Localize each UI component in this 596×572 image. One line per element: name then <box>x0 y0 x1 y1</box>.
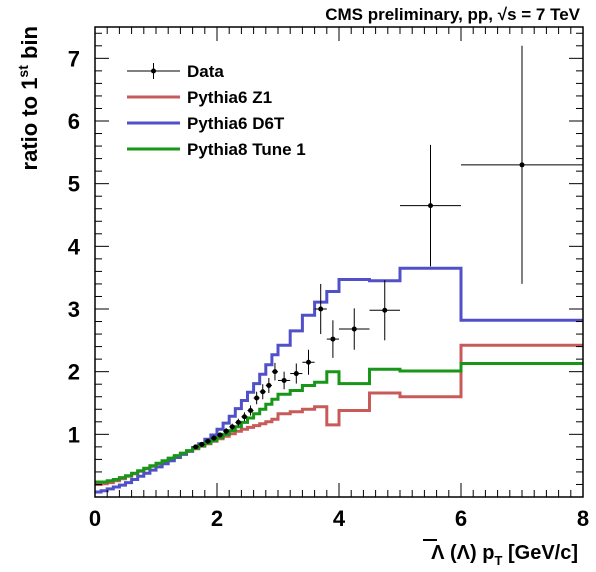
data-marker <box>235 419 241 425</box>
data-marker <box>272 369 278 375</box>
data-point <box>241 412 248 422</box>
x-tick-label: 4 <box>333 506 346 531</box>
y-tick-label: 4 <box>68 234 81 259</box>
data-marker <box>330 336 336 342</box>
legend-entry: Pythia6 Z1 <box>127 88 272 107</box>
data-marker <box>205 438 211 444</box>
y-axis-label-sup: st <box>15 65 31 78</box>
legend-marker-dot <box>151 68 156 74</box>
x-tick-label: 0 <box>89 506 101 531</box>
data-point <box>278 371 291 390</box>
data-point <box>369 280 400 341</box>
data-marker <box>266 382 272 388</box>
data-point <box>223 428 230 435</box>
svg-text:Λ (Λ) pT [GeV/c]: Λ (Λ) pT [GeV/c] <box>431 542 578 568</box>
data-point <box>339 308 370 350</box>
data-marker <box>306 359 311 365</box>
data-point <box>217 432 224 438</box>
y-axis-label: ratio to 1st bin <box>15 26 42 170</box>
data-point <box>400 144 461 267</box>
plot-area: 0 2 4 6 8 1 2 3 4 5 6 7 <box>68 26 589 531</box>
y-tick-label: 5 <box>68 172 80 197</box>
data-point <box>192 444 199 450</box>
data-marker <box>193 444 199 450</box>
data-point <box>198 441 205 447</box>
data-marker <box>519 162 525 168</box>
series-line-pythia8-tune-1 <box>95 362 583 484</box>
data-point <box>461 45 583 284</box>
data-point <box>229 423 236 430</box>
data-marker <box>229 424 235 430</box>
data-marker <box>199 441 205 447</box>
data-point <box>290 363 303 384</box>
x-tick-label: 2 <box>211 506 223 531</box>
y-tick-label: 1 <box>68 422 80 447</box>
data-point <box>271 362 278 381</box>
y-tick-label: 6 <box>68 109 80 134</box>
series-line-pythia6-d6t <box>95 266 583 494</box>
data-marker <box>382 307 388 313</box>
y-tick-label: 7 <box>68 46 80 71</box>
legend-label: Pythia6 Z1 <box>187 88 272 107</box>
legend-label: Pythia6 D6T <box>187 114 285 133</box>
data-marker <box>318 306 324 312</box>
x-axis-label-sub: T <box>494 553 502 568</box>
x-axis-label-main: Λ (Λ) p <box>431 542 494 564</box>
data-marker <box>428 203 433 209</box>
data-point <box>235 418 242 427</box>
data-point <box>314 283 327 335</box>
data-marker <box>254 395 260 401</box>
data-point <box>326 320 339 358</box>
data-marker <box>351 326 357 332</box>
legend-label: Pythia8 Tune 1 <box>187 140 306 159</box>
x-tick-label: 8 <box>577 506 589 531</box>
data-marker <box>281 377 287 383</box>
data-marker <box>211 435 217 441</box>
legend-entry: Data <box>127 62 224 81</box>
data-marker <box>241 414 247 420</box>
data-marker <box>223 428 229 434</box>
x-tick-label: 6 <box>455 506 467 531</box>
data-point <box>259 384 266 400</box>
x-axis-label: Λ (Λ) pT [GeV/c] <box>423 539 578 568</box>
data-point <box>210 435 217 441</box>
legend: Data Pythia6 Z1 Pythia6 D6T Pythia8 Tune 1 <box>127 62 306 159</box>
data-point <box>265 377 272 393</box>
y-tick-label: 3 <box>68 297 80 322</box>
y-tick-label: 2 <box>68 360 80 385</box>
x-axis-label-units: [GeV/c] <box>502 542 578 564</box>
chart-title: CMS preliminary, pp, √s = 7 TeV <box>325 5 580 24</box>
data-marker <box>217 432 223 438</box>
data-marker <box>293 371 299 377</box>
legend-entry: Pythia6 D6T <box>127 114 285 133</box>
y-axis-label-end: bin <box>17 26 42 65</box>
data-marker <box>260 389 266 395</box>
data-point <box>253 391 260 405</box>
data-point <box>302 349 315 375</box>
data-marker <box>248 408 254 414</box>
data-point <box>247 405 254 416</box>
data-point <box>204 438 211 444</box>
y-axis-label-main: ratio to 1 <box>17 78 42 171</box>
legend-label: Data <box>187 62 224 81</box>
legend-entry: Pythia8 Tune 1 <box>127 140 306 159</box>
